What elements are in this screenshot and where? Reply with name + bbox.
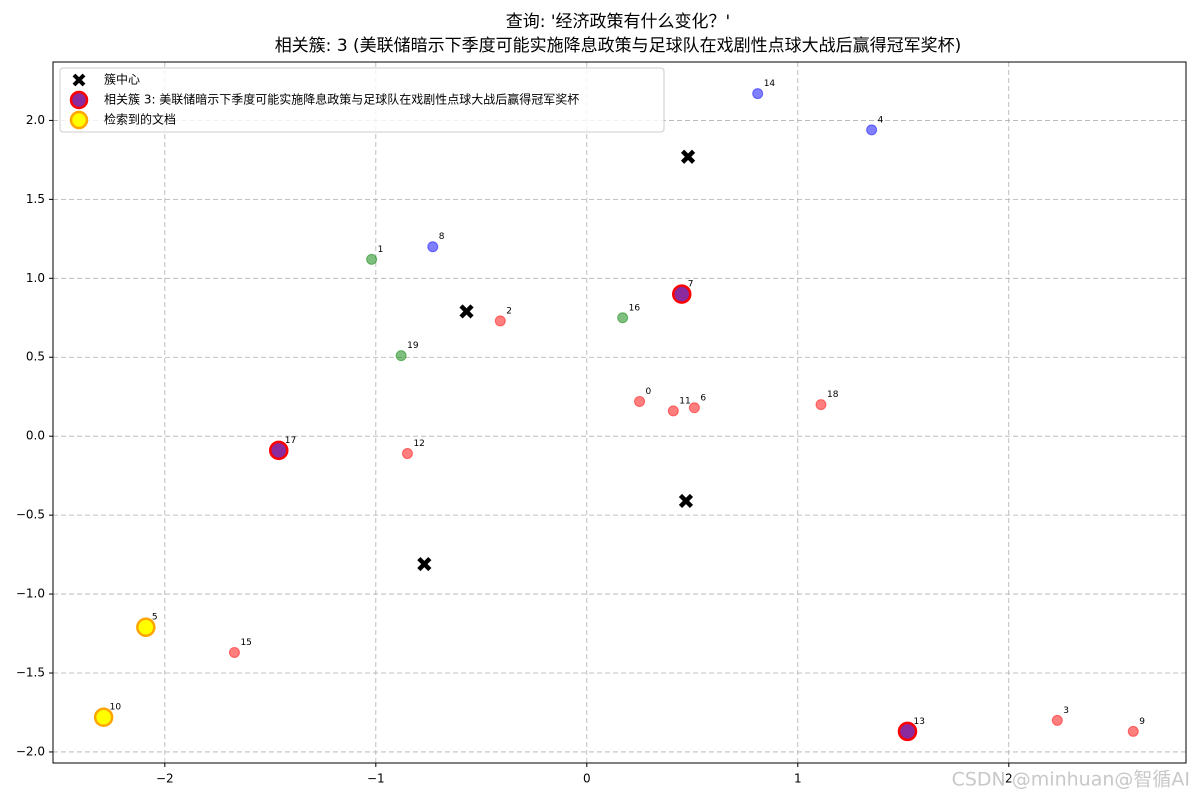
y-tick-label: −0.5 xyxy=(16,508,45,522)
point xyxy=(427,241,439,253)
legend-label: 相关簇 3: 美联储暗示下季度可能实施降息政策与足球队在戏剧性点球大战后赢得冠军… xyxy=(104,92,579,107)
point xyxy=(617,312,629,324)
y-tick-label: 1.0 xyxy=(26,271,45,285)
plot-frame xyxy=(52,61,1187,764)
legend-label: 簇中心 xyxy=(104,72,140,87)
point-label: 5 xyxy=(152,613,158,623)
cluster-center xyxy=(417,556,432,572)
legend-label: 检索到的文档 xyxy=(104,112,176,127)
point-label: 16 xyxy=(629,303,641,313)
legend-marker xyxy=(69,90,89,110)
point-label: 14 xyxy=(764,79,776,89)
x-tick-label: −1 xyxy=(367,772,385,786)
y-tick-label: −1.5 xyxy=(16,666,45,680)
point-label: 6 xyxy=(700,393,706,403)
y-tick-label: 0.5 xyxy=(26,350,45,364)
point-label: 12 xyxy=(413,439,424,449)
cluster-center xyxy=(678,493,694,509)
highlight-point xyxy=(136,617,156,637)
point-label: 4 xyxy=(878,115,884,125)
legend-marker xyxy=(72,73,86,87)
cluster-center xyxy=(680,149,696,164)
y-tick-label: 1.5 xyxy=(26,192,45,206)
point-label: 1 xyxy=(378,245,384,255)
chart-subtitle: 相关簇: 3 (美联储暗示下季度可能实施降息政策与足球队在戏剧性点球大战后赢得冠… xyxy=(275,36,962,56)
point-label: 2 xyxy=(506,306,512,316)
point-label: 10 xyxy=(110,703,122,713)
point-label: 13 xyxy=(913,717,924,727)
chart-title: 查询: '经济政策有什么变化？' xyxy=(506,12,730,32)
highlight-point xyxy=(897,721,918,742)
highlight-point xyxy=(93,707,114,727)
y-tick-label: 0.0 xyxy=(26,429,45,443)
highlight-point xyxy=(269,440,289,461)
point xyxy=(667,405,679,417)
point xyxy=(1127,725,1139,737)
point xyxy=(401,448,413,460)
point xyxy=(752,88,764,100)
highlight-point xyxy=(671,284,692,304)
x-tick-label: −2 xyxy=(156,772,174,786)
point-label: 18 xyxy=(827,390,839,400)
legend-box xyxy=(59,67,665,133)
point-label: 7 xyxy=(688,280,694,290)
x-tick-label: 0 xyxy=(583,772,591,786)
y-tick-label: −1.0 xyxy=(16,587,45,601)
point-label: 19 xyxy=(407,341,419,351)
point-label: 9 xyxy=(1139,717,1145,727)
x-tick-label: 2 xyxy=(1005,772,1013,786)
point xyxy=(494,315,506,327)
point xyxy=(866,124,878,136)
point xyxy=(366,253,378,265)
point xyxy=(1051,714,1063,726)
y-tick-label: −2.0 xyxy=(16,744,45,758)
point xyxy=(815,399,827,411)
point xyxy=(688,402,700,414)
point-label: 0 xyxy=(646,387,652,397)
point xyxy=(634,395,646,407)
point-label: 11 xyxy=(679,396,690,406)
cluster-center xyxy=(459,304,474,319)
y-tick-label: 2.0 xyxy=(26,113,45,127)
point-label: 8 xyxy=(439,232,445,242)
x-tick-label: 1 xyxy=(794,772,802,786)
point xyxy=(228,646,240,658)
legend-marker xyxy=(69,110,89,130)
point-label: 3 xyxy=(1063,706,1069,716)
point xyxy=(395,350,407,362)
point-label: 15 xyxy=(240,638,251,648)
watermark: CSDN @minhuan@智循AI xyxy=(952,769,1190,791)
point-label: 17 xyxy=(285,436,296,446)
